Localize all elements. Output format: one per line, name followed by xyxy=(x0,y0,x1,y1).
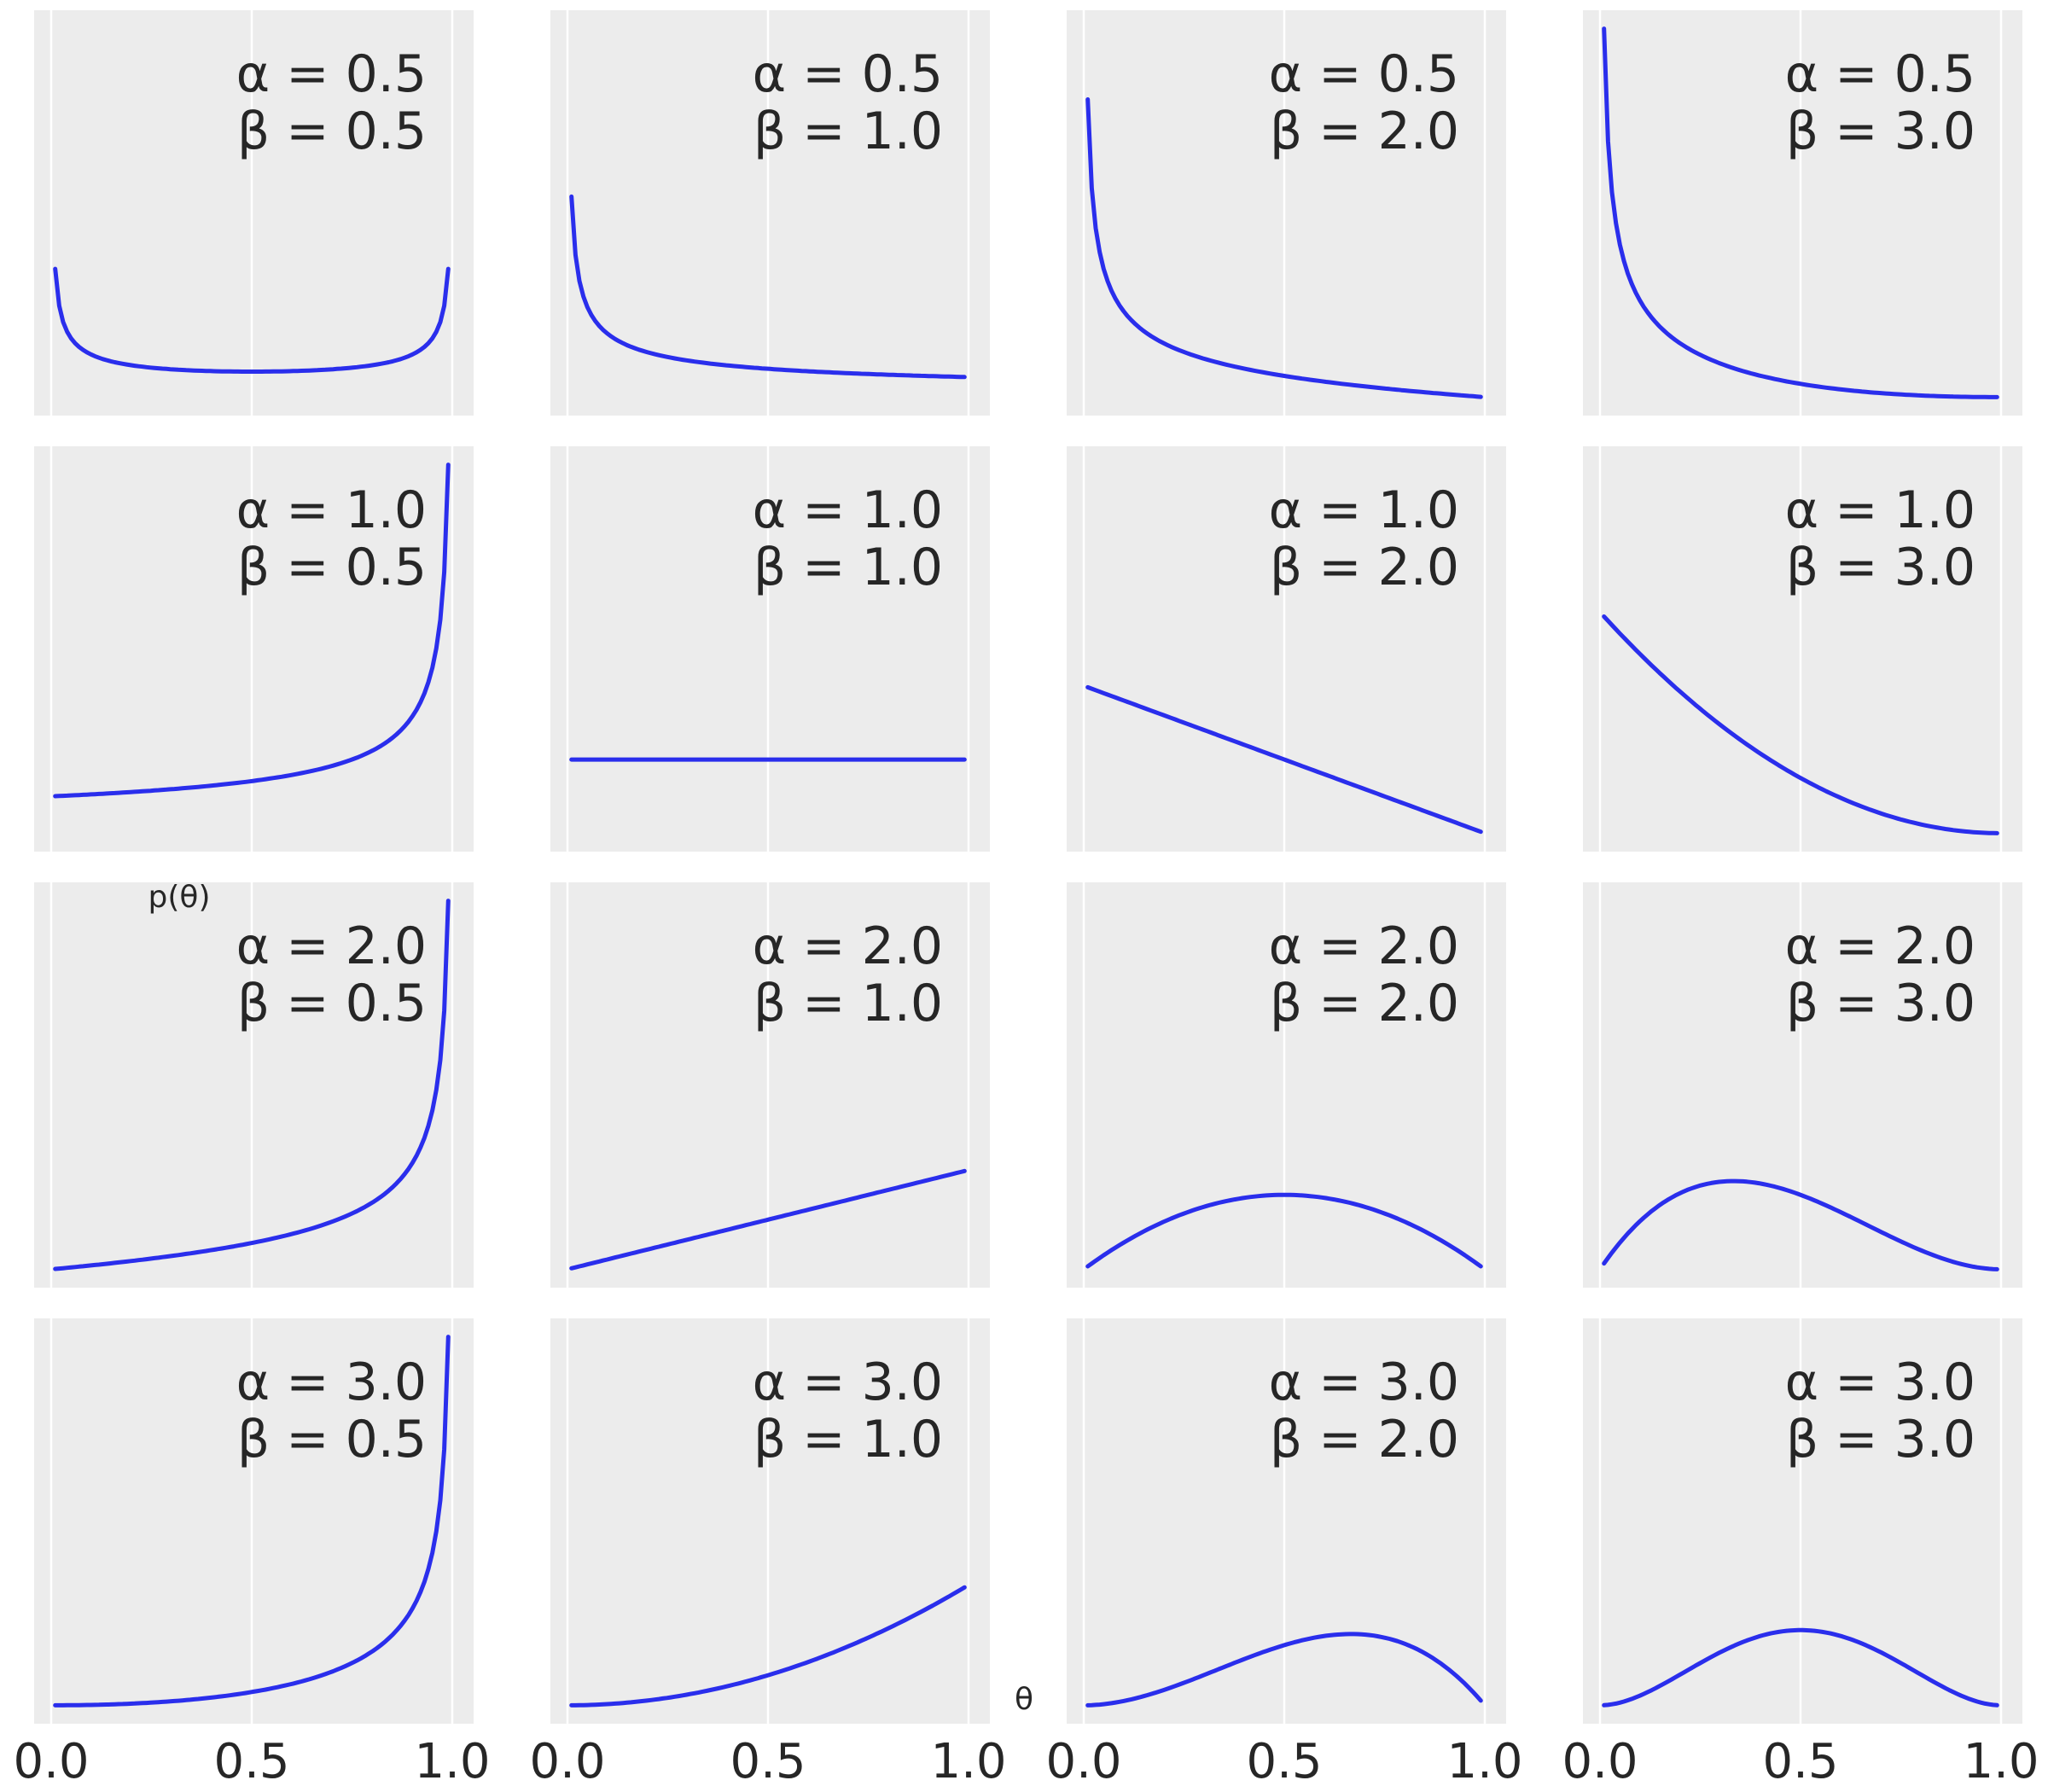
panel-4-1: α = 3.0β = 0.5 0.0 0.5 1.0 xyxy=(13,1318,491,1789)
beta-label: β = 1.0 xyxy=(753,538,943,597)
pdf-curve xyxy=(53,1335,451,1708)
panel-1-2: α = 0.5β = 1.0 xyxy=(550,10,990,416)
panel-background xyxy=(1583,446,2022,852)
alpha-label: α = 0.5 xyxy=(236,44,427,104)
alpha-label: α = 0.5 xyxy=(1269,44,1459,104)
panel-1-4: α = 0.5β = 3.0 xyxy=(1583,10,2022,416)
alpha-label: α = 0.5 xyxy=(1785,44,1975,104)
x-tick-label: 1.0 xyxy=(1446,1734,1522,1789)
pdf-curve xyxy=(53,899,451,1271)
x-tick-label: 1.0 xyxy=(1963,1734,2039,1789)
panel-background xyxy=(1583,10,2022,416)
x-tick-label: 0.0 xyxy=(1562,1734,1638,1789)
beta-label: β = 1.0 xyxy=(753,102,943,161)
alpha-label: α = 2.0 xyxy=(753,916,943,976)
alpha-label: α = 1.0 xyxy=(236,480,427,540)
panel-1-1: α = 0.5β = 0.5 xyxy=(34,10,474,416)
panel-3-1: α = 2.0β = 0.5 xyxy=(34,882,474,1288)
panel-4-3: α = 3.0β = 2.0 0.0 0.5 1.0 xyxy=(1045,1318,1523,1789)
panel-3-3: α = 2.0β = 2.0 xyxy=(1067,882,1506,1288)
x-tick-label: 0.5 xyxy=(730,1734,806,1789)
y-axis-label: p(θ) xyxy=(148,880,211,915)
x-tick-label: 0.0 xyxy=(1045,1734,1121,1789)
panel-background xyxy=(34,1318,474,1724)
alpha-label: α = 1.0 xyxy=(753,480,943,540)
beta-label: β = 2.0 xyxy=(1270,974,1459,1033)
alpha-label: α = 3.0 xyxy=(753,1353,943,1412)
panel-background xyxy=(1067,10,1506,416)
panel-background xyxy=(34,446,474,852)
panel-background xyxy=(1583,882,2022,1288)
beta-label: β = 3.0 xyxy=(1786,102,1975,161)
pdf-curve xyxy=(1085,1632,1483,1708)
pdf-curve xyxy=(1085,684,1483,835)
pdf-curve xyxy=(1602,1627,1999,1708)
beta-label: β = 2.0 xyxy=(1270,1410,1459,1469)
panel-2-3: α = 1.0β = 2.0 xyxy=(1067,446,1506,852)
beta-label: β = 2.0 xyxy=(1270,102,1459,161)
pdf-curve xyxy=(569,1585,967,1708)
x-tick-label: 1.0 xyxy=(930,1734,1006,1789)
pdf-curve xyxy=(53,266,451,374)
pdf-curve xyxy=(1602,614,1999,835)
alpha-label: α = 0.5 xyxy=(753,44,943,104)
alpha-label: α = 2.0 xyxy=(236,916,427,976)
alpha-label: α = 3.0 xyxy=(236,1353,427,1412)
x-tick-label: 0.5 xyxy=(1246,1734,1322,1789)
beta-label: β = 1.0 xyxy=(753,1410,943,1469)
beta-label: β = 1.0 xyxy=(753,974,943,1033)
panel-2-4: α = 1.0β = 3.0 xyxy=(1583,446,2022,852)
x-tick-label: 1.0 xyxy=(414,1734,490,1789)
panel-background xyxy=(550,446,990,852)
beta-label: β = 0.5 xyxy=(237,1410,427,1469)
panel-2-2: α = 1.0β = 1.0 xyxy=(550,446,990,852)
panel-3-4: α = 2.0β = 3.0 xyxy=(1583,882,2022,1288)
x-tick-label: 0.5 xyxy=(1762,1734,1838,1789)
panel-background xyxy=(34,882,474,1288)
pdf-curve xyxy=(1085,97,1483,399)
panel-1-3: α = 0.5β = 2.0 xyxy=(1067,10,1506,416)
panel-background xyxy=(34,10,474,416)
panel-background xyxy=(550,1318,990,1724)
pdf-curve xyxy=(1085,1192,1483,1269)
alpha-label: α = 1.0 xyxy=(1785,480,1975,540)
beta-label: β = 0.5 xyxy=(237,974,427,1033)
pdf-curve xyxy=(1602,1178,1999,1271)
beta-label: β = 2.0 xyxy=(1270,538,1459,597)
beta-label: β = 0.5 xyxy=(237,538,427,597)
beta-label: β = 3.0 xyxy=(1786,974,1975,1033)
panel-background xyxy=(1067,446,1506,852)
beta-label: β = 3.0 xyxy=(1786,1410,1975,1469)
alpha-label: α = 2.0 xyxy=(1785,916,1975,976)
pdf-curve xyxy=(53,463,451,799)
panel-4-2: α = 3.0β = 1.0 0.0 0.5 1.0 xyxy=(529,1318,1007,1789)
alpha-label: α = 3.0 xyxy=(1785,1353,1975,1412)
alpha-label: α = 2.0 xyxy=(1269,916,1459,976)
beta-label: β = 0.5 xyxy=(237,102,427,161)
x-tick-label: 0.0 xyxy=(13,1734,89,1789)
pdf-curve xyxy=(1602,26,1999,399)
alpha-label: α = 3.0 xyxy=(1269,1353,1459,1412)
pdf-curve xyxy=(569,194,967,380)
panel-background xyxy=(1067,882,1506,1288)
pdf-curve xyxy=(569,1168,967,1271)
x-tick-label: 0.0 xyxy=(529,1734,605,1789)
panel-4-4: α = 3.0β = 3.0 0.0 0.5 1.0 xyxy=(1562,1318,2039,1789)
panel-2-1: α = 1.0β = 0.5 xyxy=(34,446,474,852)
panel-3-2: α = 2.0β = 1.0 xyxy=(550,882,990,1288)
beta-label: β = 3.0 xyxy=(1786,538,1975,597)
panel-background xyxy=(1583,1318,2022,1724)
alpha-label: α = 1.0 xyxy=(1269,480,1459,540)
x-axis-label: θ xyxy=(1015,1682,1033,1717)
x-tick-label: 0.5 xyxy=(213,1734,289,1789)
panel-background xyxy=(550,10,990,416)
